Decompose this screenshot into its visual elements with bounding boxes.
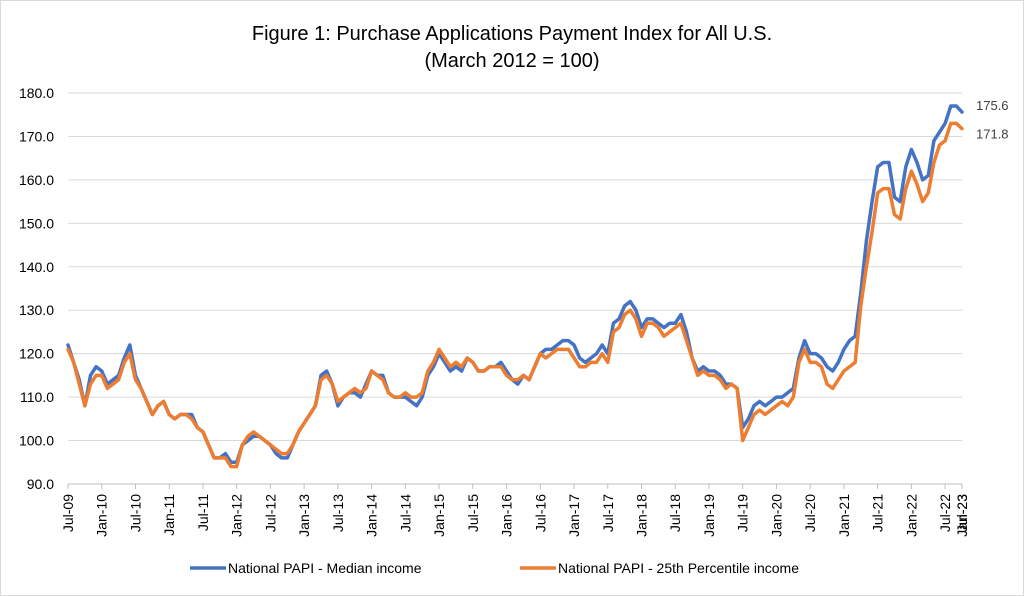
x-tick-label: Jul-17 (600, 494, 616, 532)
x-tick-label: Jan-21 (836, 494, 852, 537)
x-tick-label: Jul-15 (465, 494, 481, 532)
x-tick-label: Jul-16 (532, 494, 548, 532)
x-tick-label: Jan-11 (161, 494, 177, 536)
x-tick-label: Jul-13 (330, 494, 346, 532)
x-tick-label: Jan-19 (701, 494, 717, 537)
x-tick-label: Jul-11 (195, 494, 211, 531)
x-tick-label: Jul-20 (802, 494, 818, 532)
end-label-1: 171.8 (976, 127, 1009, 142)
x-tick-label: Jan-10 (94, 494, 110, 537)
x-tick-label: Jul-23 (954, 494, 970, 532)
chart-subtitle: (March 2012 = 100) (424, 50, 599, 72)
x-tick-label: Jul-19 (735, 494, 751, 532)
x-tick-label: Jan-17 (566, 494, 582, 537)
x-tick-label: Jan-16 (499, 494, 515, 537)
y-tick-label: 130.0 (19, 302, 54, 318)
legend: National PAPI - Median income National PA… (190, 560, 799, 576)
legend-label-0: National PAPI - Median income (228, 560, 422, 576)
end-labels: 175.6 171.8 (976, 98, 1009, 142)
y-axis-ticks: 90.0 100.0 110.0 120.0 130.0 140.0 150.0 160.0 1… (19, 85, 54, 492)
y-tick-label: 140.0 (19, 259, 54, 275)
series-lines (66, 104, 964, 469)
x-tick-label: Jan-14 (364, 494, 380, 537)
x-tick-label: Jan-13 (296, 494, 312, 537)
x-tick-label: Jul-12 (262, 494, 278, 532)
x-tick-label: Jan-20 (768, 494, 784, 537)
y-tick-label: 110.0 (20, 389, 54, 405)
x-tick-label: Jan-23 (954, 494, 970, 537)
x-tick-label: Jul-21 (870, 494, 886, 532)
x-axis-ticks: Jul-09 Jan-10 Jul-10 Jan-11 Jul-11 Jan-12 Jul-… (60, 484, 970, 537)
series-line-1 (66, 121, 964, 469)
y-tick-label: 170.0 (19, 128, 54, 144)
gridlines (68, 92, 962, 485)
x-tick-label: Jan-12 (229, 494, 245, 537)
x-tick-label: Jul-10 (127, 494, 143, 532)
x-tick-label: Jul-18 (667, 494, 683, 532)
legend-label-1: National PAPI - 25th Percentile income (558, 560, 799, 576)
y-tick-label: 100.0 (19, 433, 54, 449)
x-tick-label: Jul-14 (397, 494, 413, 532)
y-tick-label: 160.0 (19, 172, 54, 188)
y-tick-label: 150.0 (19, 215, 54, 231)
chart-title: Figure 1: Purchase Applications Payment … (252, 23, 772, 45)
end-label-0: 175.6 (976, 98, 1009, 113)
x-tick-label: Jan-18 (634, 494, 650, 537)
x-tick-label: Jan-15 (431, 494, 447, 537)
x-tick-label: Jan-22 (903, 494, 919, 537)
x-tick-label: Jul-09 (60, 494, 76, 532)
y-tick-label: 180.0 (19, 85, 54, 101)
x-tick-label: Jul-22 (937, 494, 953, 532)
y-tick-label: 120.0 (19, 346, 54, 362)
y-tick-label: 90.0 (27, 476, 54, 492)
